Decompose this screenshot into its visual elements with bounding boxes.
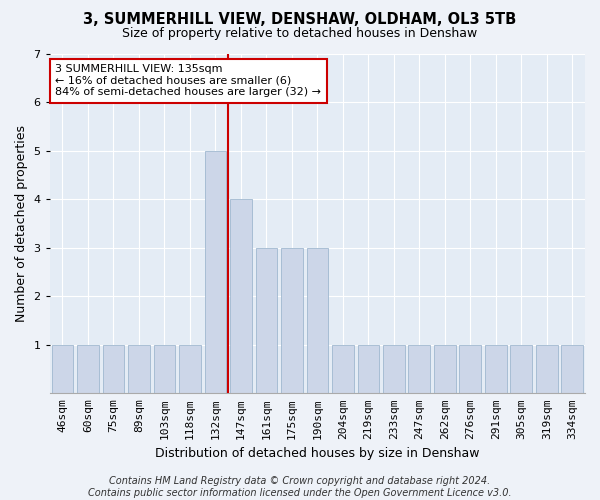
Bar xyxy=(128,345,150,394)
Text: Contains HM Land Registry data © Crown copyright and database right 2024.
Contai: Contains HM Land Registry data © Crown c… xyxy=(88,476,512,498)
Bar xyxy=(332,345,353,394)
Bar xyxy=(511,345,532,394)
Bar xyxy=(485,345,506,394)
Bar xyxy=(52,345,73,394)
Bar xyxy=(409,345,430,394)
Bar xyxy=(307,248,328,394)
Text: Size of property relative to detached houses in Denshaw: Size of property relative to detached ho… xyxy=(122,28,478,40)
Bar xyxy=(205,151,226,394)
Text: 3, SUMMERHILL VIEW, DENSHAW, OLDHAM, OL3 5TB: 3, SUMMERHILL VIEW, DENSHAW, OLDHAM, OL3… xyxy=(83,12,517,28)
Bar xyxy=(230,200,252,394)
Bar xyxy=(103,345,124,394)
Bar xyxy=(358,345,379,394)
Bar xyxy=(434,345,455,394)
Bar xyxy=(536,345,557,394)
Bar xyxy=(179,345,201,394)
Bar xyxy=(256,248,277,394)
Bar xyxy=(154,345,175,394)
X-axis label: Distribution of detached houses by size in Denshaw: Distribution of detached houses by size … xyxy=(155,447,479,460)
Text: 3 SUMMERHILL VIEW: 135sqm
← 16% of detached houses are smaller (6)
84% of semi-d: 3 SUMMERHILL VIEW: 135sqm ← 16% of detac… xyxy=(55,64,321,98)
Bar xyxy=(77,345,99,394)
Y-axis label: Number of detached properties: Number of detached properties xyxy=(15,125,28,322)
Bar xyxy=(562,345,583,394)
Bar xyxy=(460,345,481,394)
Bar xyxy=(383,345,404,394)
Bar xyxy=(281,248,302,394)
